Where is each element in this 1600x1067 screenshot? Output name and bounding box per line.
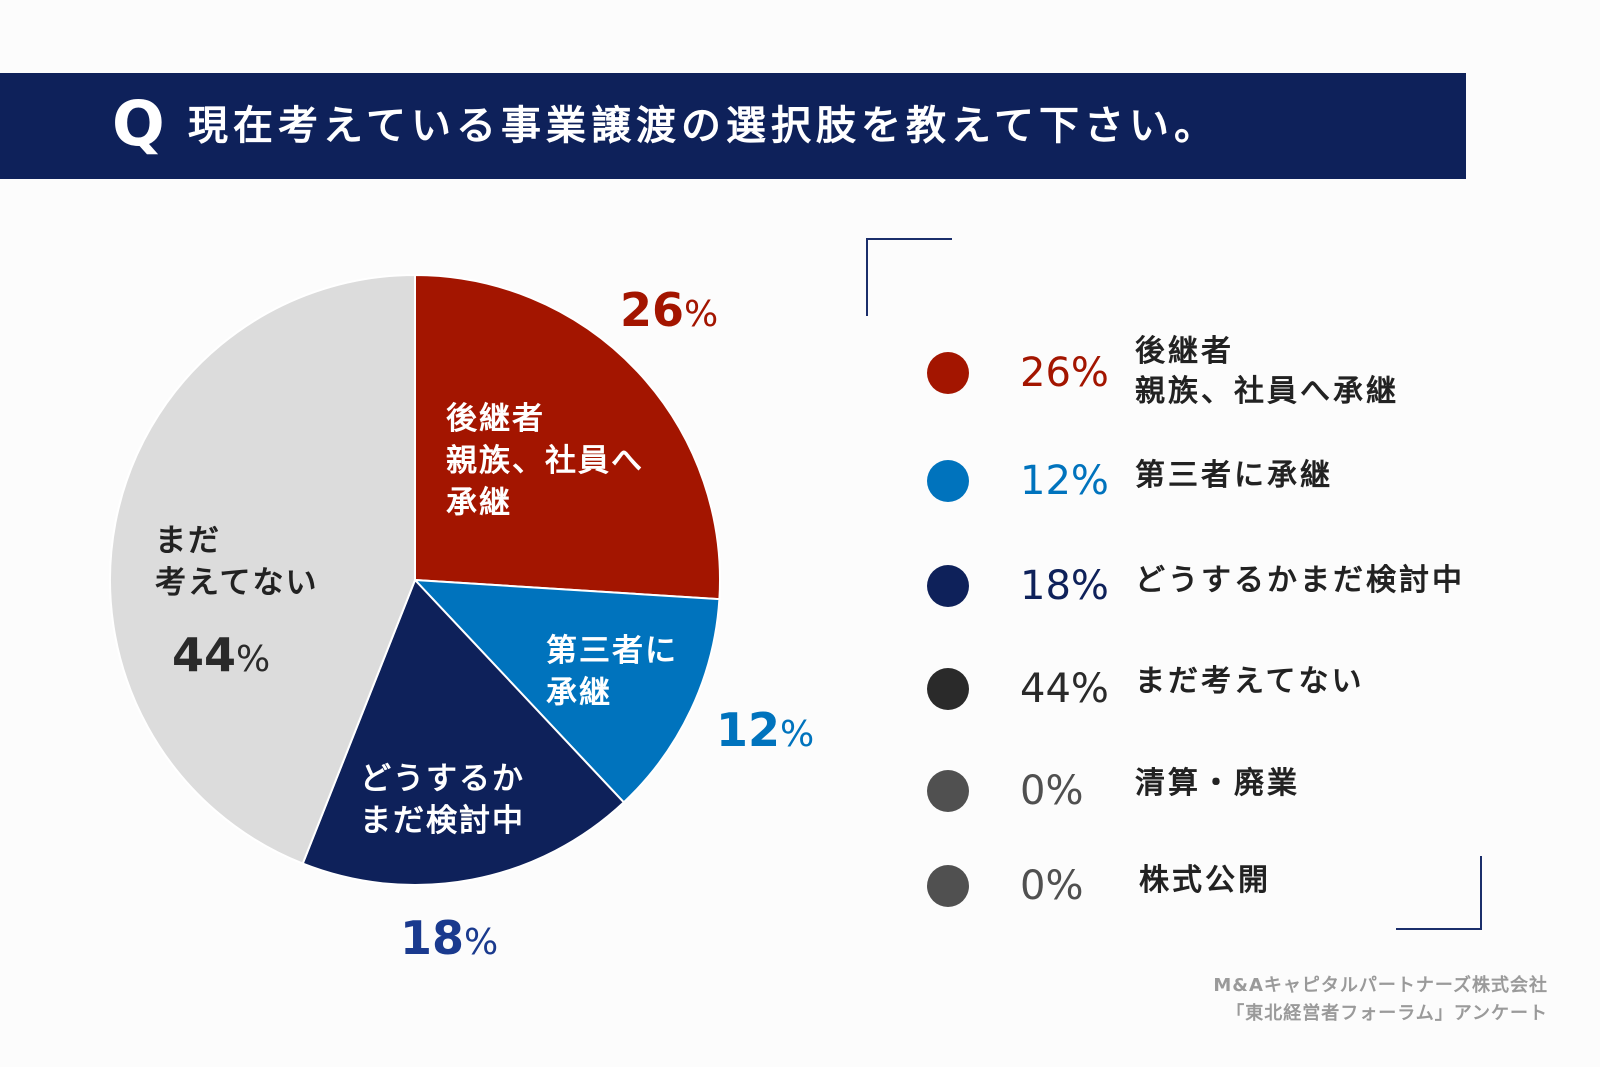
pct-number: 18 xyxy=(400,911,465,965)
q-mark: Q xyxy=(112,87,165,160)
slice-pct-not-yet: 44% xyxy=(172,630,270,685)
pct-sign: % xyxy=(236,639,271,680)
legend-label: 清算・廃業 xyxy=(1135,766,1300,801)
legend-label: どうするかまだ検討中 xyxy=(1135,563,1465,598)
page-title: 現在考えている事業譲渡の選択肢を教えて下さい。 xyxy=(188,103,1219,149)
slice-pct-undecided: 18% xyxy=(400,913,498,968)
pct-number: 12 xyxy=(716,703,781,757)
slice-label-line: 考えてない xyxy=(155,565,319,601)
legend-dot xyxy=(927,565,969,607)
legend-item: 44% まだ考えてない xyxy=(905,648,1465,712)
pct-number: 26 xyxy=(620,283,685,337)
legend-item: 12% 第三者に承継 xyxy=(905,440,1465,504)
pie-chart xyxy=(109,273,721,886)
pie-slice-2 xyxy=(301,578,626,886)
legend-dot xyxy=(927,352,969,394)
slice-label-line: まだ検討中 xyxy=(360,803,525,839)
slice-pct-successor: 26% xyxy=(620,285,718,340)
legend-label-line: 親族、社員へ承継 xyxy=(1135,374,1399,409)
pct-sign: % xyxy=(684,294,719,335)
source-line: M&Aキャピタルパートナーズ株式会社 xyxy=(1213,975,1548,996)
legend-label: 第三者に承継 xyxy=(1135,458,1333,493)
legend-pct: 44% xyxy=(1020,666,1109,712)
legend-item: 18% どうするかまだ検討中 xyxy=(905,545,1465,609)
pie-slice-0 xyxy=(414,273,721,601)
slice-label-not-yet: まだ 考えてない xyxy=(155,520,318,604)
pct-number: 44 xyxy=(172,628,237,682)
legend-dot xyxy=(927,770,969,812)
pct-sign: % xyxy=(464,922,499,963)
slice-label-successor: 後継者 親族、社員へ 承継 xyxy=(446,398,644,524)
legend-pct: 0% xyxy=(1020,863,1084,909)
slice-label-line: 親族、社員へ xyxy=(446,443,644,479)
legend-pct: 18% xyxy=(1020,563,1109,609)
slice-pct-third-party: 12% xyxy=(716,705,814,760)
pct-sign: % xyxy=(780,714,815,755)
legend-dot xyxy=(927,865,969,907)
corner-bracket-top-left xyxy=(866,238,952,316)
legend-label: 後継者 親族、社員へ承継 xyxy=(1135,332,1399,412)
legend-label-line: 後継者 xyxy=(1135,334,1234,369)
legend-pct: 0% xyxy=(1020,768,1084,814)
legend-item: 0% 清算・廃業 xyxy=(905,750,1465,814)
corner-bracket-bottom-right xyxy=(1396,856,1482,930)
title-banner: Q 現在考えている事業譲渡の選択肢を教えて下さい。 xyxy=(0,73,1466,179)
legend-pct: 26% xyxy=(1020,350,1109,396)
legend-item: 0% 株式公開 xyxy=(905,845,1465,909)
slice-label-line: 承継 xyxy=(446,485,512,521)
legend-dot xyxy=(927,460,969,502)
legend-pct: 12% xyxy=(1020,458,1109,504)
pie-slice-3 xyxy=(109,273,416,865)
slice-label-third-party: 第三者に 承継 xyxy=(546,630,678,714)
pie-slice-1 xyxy=(412,578,721,804)
legend-item: 26% 後継者 親族、社員へ承継 xyxy=(905,330,1465,409)
legend-label: 株式公開 xyxy=(1139,863,1271,898)
legend-dot xyxy=(927,668,969,710)
slice-label-line: まだ xyxy=(155,523,221,559)
slice-label-line: どうするか xyxy=(360,761,525,797)
slice-label-line: 第三者に xyxy=(546,633,678,669)
source-credit: M&Aキャピタルパートナーズ株式会社 「東北経営者フォーラム」アンケート xyxy=(1213,972,1548,1028)
slice-label-line: 承継 xyxy=(546,675,612,711)
source-line: 「東北経営者フォーラム」アンケート xyxy=(1226,1003,1548,1024)
legend-label: まだ考えてない xyxy=(1135,664,1365,699)
slice-label-line: 後継者 xyxy=(446,401,545,437)
slice-label-undecided: どうするか まだ検討中 xyxy=(360,758,525,842)
